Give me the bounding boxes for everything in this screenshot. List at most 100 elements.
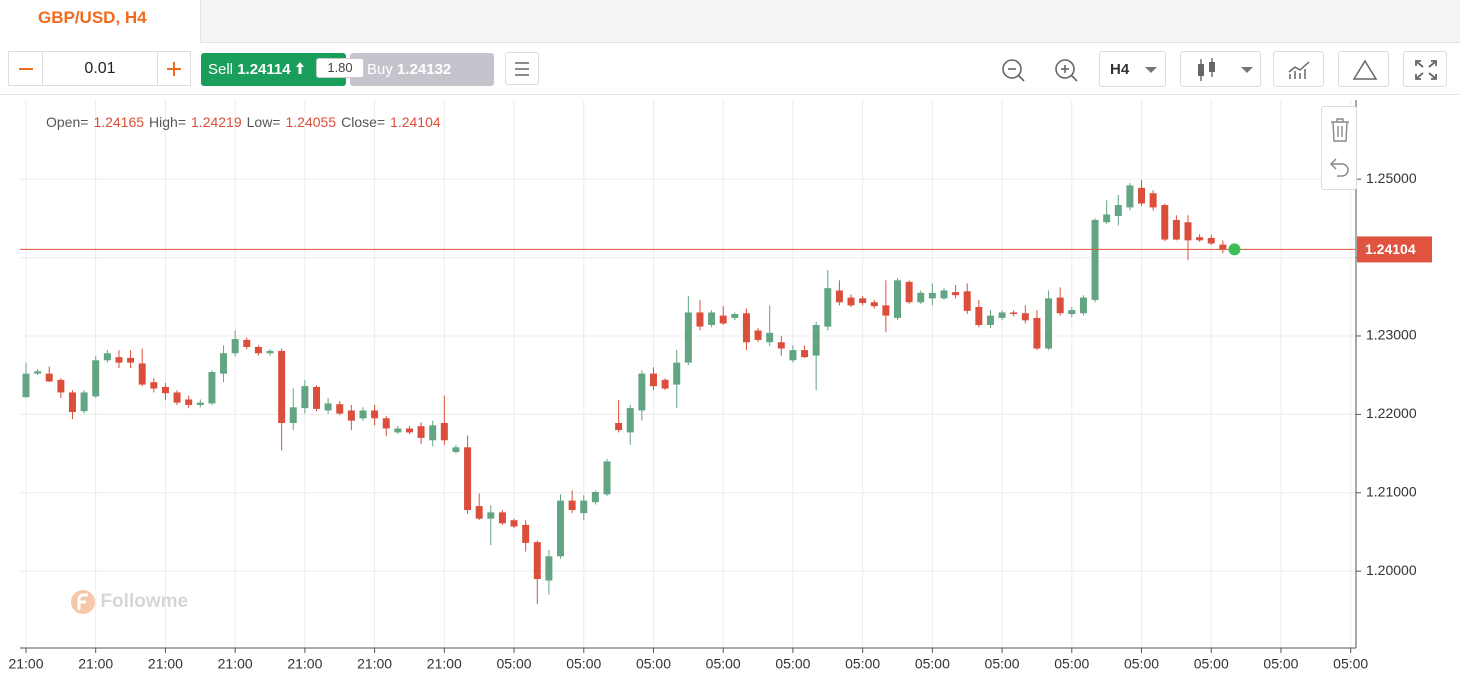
watermark-text: Followme: [100, 591, 189, 612]
candle-body: [103, 353, 111, 361]
candle-body: [580, 500, 588, 514]
live-price-dot: [1228, 243, 1241, 256]
candle-body: [731, 314, 739, 318]
watermark-logo: [71, 590, 95, 614]
candle-body: [1207, 237, 1215, 244]
trash-button[interactable]: [1329, 117, 1351, 143]
candle-body: [986, 315, 994, 326]
x-tick-label: 21:00: [357, 656, 392, 672]
candle-body: [208, 372, 216, 404]
candle-body: [1149, 193, 1157, 208]
x-tick-label: 21:00: [8, 656, 43, 672]
draw-button[interactable]: [1338, 51, 1389, 87]
toolbar-separator: [0, 94, 1460, 95]
timeframe-dropdown[interactable]: H4: [1099, 51, 1166, 87]
candle-body: [289, 407, 297, 423]
y-tick-label: 1.22000: [1366, 405, 1417, 421]
timeframe-value: H4: [1110, 61, 1130, 78]
x-tick-label: 05:00: [1333, 656, 1368, 672]
legend-label: Close=: [341, 114, 385, 130]
buy-button[interactable]: Buy 1.24132: [350, 53, 494, 86]
candle-body: [382, 418, 390, 429]
candle-body: [626, 408, 634, 433]
candle-body: [278, 350, 286, 423]
candle-body: [1219, 244, 1227, 250]
candle-body: [1196, 237, 1204, 241]
candle-body: [801, 350, 809, 358]
candle-body: [510, 520, 518, 527]
candle-body: [928, 292, 936, 299]
minus-button[interactable]: [8, 51, 43, 86]
x-tick-label: 21:00: [148, 656, 183, 672]
sell-label: Sell: [208, 61, 234, 78]
candle-body: [185, 399, 193, 405]
candle-body: [870, 302, 878, 307]
candle-body: [1079, 297, 1087, 314]
indicators-button[interactable]: [1273, 51, 1324, 87]
candle-body: [440, 422, 448, 441]
buy-price: 1.24132: [397, 61, 452, 78]
candle-body: [347, 410, 355, 421]
fullscreen-button[interactable]: [1403, 51, 1447, 87]
undo-button[interactable]: [1328, 155, 1352, 177]
candle-body: [859, 298, 867, 304]
candle-body: [766, 332, 774, 343]
x-tick-label: 05:00: [1263, 656, 1298, 672]
candle-body: [57, 379, 65, 393]
tab-bar: GBP/USD, H4: [0, 0, 1460, 43]
lot-value: 0.01: [84, 60, 116, 77]
candle-body: [998, 312, 1006, 318]
candle-body: [1172, 219, 1180, 240]
candle-body: [1068, 310, 1076, 315]
side-tools: [1321, 106, 1357, 190]
zoom-in-button[interactable]: [1051, 55, 1081, 85]
x-tick-label: 05:00: [1194, 656, 1229, 672]
candle-body: [812, 325, 820, 356]
candle-body: [1010, 312, 1018, 315]
lot-input[interactable]: 0.01: [42, 51, 158, 86]
candle-body: [1091, 219, 1099, 300]
candle-body: [557, 500, 565, 557]
candle-body: [231, 339, 239, 354]
candle-body: [835, 290, 843, 303]
plus-button[interactable]: [157, 51, 191, 86]
candle-body: [464, 447, 472, 511]
candle-body: [127, 357, 135, 363]
candle-body: [313, 386, 320, 409]
buy-label: Buy: [367, 61, 393, 78]
zoom-out-button[interactable]: [998, 55, 1028, 85]
spread-badge: 1.80: [316, 58, 364, 78]
y-tick-label: 1.25000: [1366, 170, 1417, 186]
candle-body: [92, 360, 100, 397]
candle-body: [498, 512, 506, 524]
candle-body: [243, 339, 251, 347]
candle-body: [150, 382, 158, 389]
candle-body: [405, 428, 413, 433]
caret-icon: [1241, 67, 1253, 73]
candle-body: [161, 386, 169, 394]
candle-body: [359, 410, 367, 419]
candle-body: [952, 292, 960, 296]
candle-body: [847, 297, 855, 306]
candle-body: [22, 373, 30, 398]
candle-body: [1161, 205, 1169, 240]
candle-body: [742, 313, 750, 343]
candle-icon: [1198, 58, 1215, 81]
menu-button[interactable]: [505, 52, 539, 85]
tab[interactable]: GBP/USD, H4: [0, 0, 201, 43]
candle-body: [1126, 185, 1134, 208]
x-tick-label: 05:00: [497, 656, 532, 672]
candle-body: [591, 491, 599, 503]
x-tick-label: 05:00: [706, 656, 741, 672]
candle-body: [1021, 313, 1029, 321]
legend-label: High=: [149, 114, 186, 130]
watermark: Followme: [70, 588, 188, 616]
candle-body: [696, 312, 704, 327]
candle-body: [708, 312, 716, 326]
chart-type-dropdown[interactable]: [1180, 51, 1261, 87]
minus-icon: [19, 68, 33, 70]
menu-icon: [515, 62, 529, 76]
legend-value: 1.24055: [285, 114, 336, 130]
